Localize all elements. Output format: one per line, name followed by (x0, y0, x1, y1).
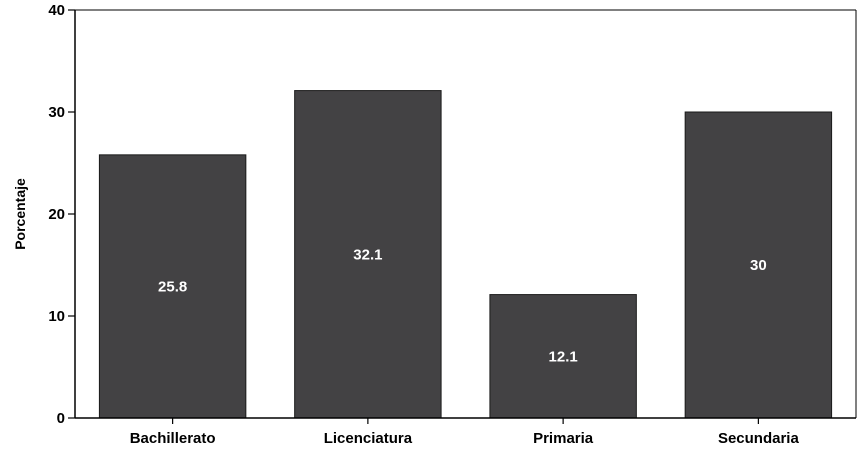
bar-value-label: 25.8 (158, 278, 187, 295)
x-tick-label: Secundaria (718, 430, 800, 447)
y-tick-label: 20 (48, 206, 65, 223)
bar-value-label: 32.1 (353, 246, 382, 263)
bar-primaria (489, 294, 637, 419)
y-axis-ticks: 0 10 20 30 40 (48, 2, 75, 427)
bar-licenciatura (294, 90, 442, 419)
y-tick-label: 30 (48, 104, 65, 121)
x-tick-label: Licenciatura (324, 430, 413, 447)
bar-bachillerato (98, 154, 247, 419)
x-tick-label: Bachillerato (130, 430, 216, 447)
y-axis-title: Porcentaje (12, 178, 28, 250)
bar-value-label: 12.1 (549, 348, 578, 365)
y-tick-label: 40 (48, 2, 65, 19)
bar-value-label: 30 (750, 257, 767, 274)
y-tick-label: 10 (48, 308, 65, 325)
bar-secundaria (684, 111, 833, 419)
x-axis-ticks: Bachillerato Licenciatura Primaria Secundar… (130, 418, 800, 447)
x-tick-label: Primaria (533, 430, 594, 447)
y-tick-label: 0 (57, 410, 65, 427)
bars: 25.8 32.1 12.1 30 (98, 90, 833, 419)
